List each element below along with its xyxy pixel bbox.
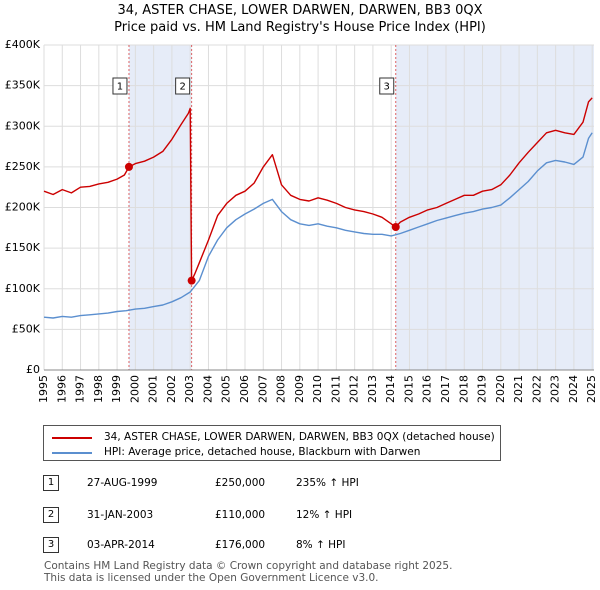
x-tick-label: 2024 bbox=[567, 375, 580, 403]
sale-number-box bbox=[175, 77, 191, 95]
transaction-hpi: 235% ↑ HPI bbox=[296, 477, 359, 489]
x-tick-label: 2005 bbox=[220, 375, 233, 403]
x-tick-label: 2007 bbox=[256, 375, 269, 403]
x-tick-label: 2025 bbox=[585, 375, 598, 403]
x-tick-label: 2018 bbox=[457, 375, 470, 403]
transaction-hpi: 8% ↑ HPI bbox=[296, 539, 346, 551]
transaction-price: £250,000 bbox=[215, 477, 266, 489]
x-tick-label: 2002 bbox=[165, 375, 178, 403]
x-tick-label: 2010 bbox=[311, 375, 324, 403]
x-tick-label: 2020 bbox=[494, 375, 507, 403]
transaction-date: 31-JAN-2003 bbox=[87, 509, 154, 521]
sale-point bbox=[187, 276, 196, 285]
x-tick-label: 1996 bbox=[55, 375, 68, 403]
sale-number-label: 2 bbox=[179, 82, 185, 93]
sale-number-box bbox=[379, 77, 395, 95]
y-tick-label: £200K bbox=[5, 201, 41, 214]
transaction-date: 27-AUG-1999 bbox=[87, 477, 158, 489]
y-tick-label: £150K bbox=[5, 241, 41, 254]
x-tick-label: 2019 bbox=[476, 375, 489, 403]
transaction-price: £176,000 bbox=[215, 539, 266, 551]
x-tick-label: 2000 bbox=[128, 375, 141, 403]
hpi-line bbox=[43, 132, 593, 319]
x-tick-label: 2011 bbox=[329, 375, 342, 403]
x-tick-label: 2017 bbox=[439, 375, 452, 403]
x-tick-label: 2008 bbox=[275, 375, 288, 403]
transaction-row: 1 27-AUG-1999 £250,000 235% ↑ HPI bbox=[43, 475, 463, 493]
legend-property-label: 34, ASTER CHASE, LOWER DARWEN, DARWEN, B… bbox=[104, 431, 495, 443]
x-tick-label: 2022 bbox=[530, 375, 543, 403]
x-tick-label: 2003 bbox=[183, 375, 196, 403]
chart-title: 34, ASTER CHASE, LOWER DARWEN, DARWEN, B… bbox=[117, 3, 483, 18]
x-tick-label: 2016 bbox=[421, 375, 434, 403]
x-tick-label: 2009 bbox=[293, 375, 306, 403]
x-tick-label: 2004 bbox=[201, 375, 214, 403]
y-tick-label: £0 bbox=[26, 363, 40, 376]
x-tick-label: 2021 bbox=[512, 375, 525, 403]
x-tick-label: 1998 bbox=[92, 375, 105, 403]
y-tick-label: £250K bbox=[5, 160, 41, 173]
sale-number-label: 1 bbox=[117, 82, 123, 93]
y-tick-label: £400K bbox=[5, 38, 41, 51]
y-tick-label: £100K bbox=[5, 282, 41, 295]
transaction-row: 2 31-JAN-2003 £110,000 12% ↑ HPI bbox=[43, 507, 463, 525]
sale-number-box bbox=[112, 77, 128, 95]
x-tick-label: 2012 bbox=[348, 375, 361, 403]
y-tick-label: £300K bbox=[5, 119, 41, 132]
x-tick-label: 2023 bbox=[549, 375, 562, 403]
footer-licence: This data is licensed under the Open Gov… bbox=[44, 572, 379, 584]
x-tick-label: 1997 bbox=[74, 375, 87, 403]
legend-property-swatch bbox=[52, 437, 92, 439]
footer-copyright: Contains HM Land Registry data © Crown c… bbox=[44, 560, 453, 572]
x-tick-label: 1995 bbox=[37, 375, 50, 403]
y-tick-label: £50K bbox=[12, 322, 41, 335]
transaction-price: £110,000 bbox=[215, 509, 266, 521]
transaction-number: 2 bbox=[43, 507, 59, 523]
transaction-number: 3 bbox=[43, 537, 59, 553]
x-tick-label: 2001 bbox=[147, 375, 160, 403]
transaction-date: 03-APR-2014 bbox=[87, 539, 155, 551]
y-tick-label: £350K bbox=[5, 79, 41, 92]
transaction-hpi: 12% ↑ HPI bbox=[296, 509, 353, 521]
legend: 34, ASTER CHASE, LOWER DARWEN, DARWEN, B… bbox=[43, 425, 501, 461]
sale-point bbox=[391, 223, 400, 231]
sale-point bbox=[124, 162, 133, 171]
x-tick-label: 1999 bbox=[110, 375, 123, 403]
legend-hpi-swatch bbox=[52, 452, 92, 454]
price-chart: 1995 1996 1997 1998 1999 2000 2001 2002 2003 2004… bbox=[5, 38, 598, 403]
transaction-row: 3 03-APR-2014 £176,000 8% ↑ HPI bbox=[43, 537, 463, 555]
legend-hpi-label: HPI: Average price, detached house, Blac… bbox=[104, 446, 421, 458]
property-price-line bbox=[43, 97, 593, 282]
x-tick-label: 2006 bbox=[238, 375, 251, 403]
sale-number-label: 3 bbox=[384, 82, 390, 93]
x-tick-label: 2015 bbox=[402, 375, 415, 403]
transaction-number: 1 bbox=[43, 475, 59, 491]
chart-subtitle: Price paid vs. HM Land Registry's House … bbox=[114, 20, 486, 35]
x-tick-label: 2014 bbox=[384, 375, 397, 403]
x-tick-label: 2013 bbox=[366, 375, 379, 403]
